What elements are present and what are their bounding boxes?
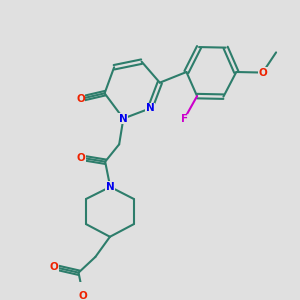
Text: O: O [50,262,58,272]
Text: O: O [77,153,86,163]
Text: O: O [258,68,267,78]
Text: N: N [119,113,128,124]
Text: N: N [146,103,154,113]
Text: O: O [79,291,88,300]
Text: F: F [181,114,188,124]
Text: N: N [106,182,115,192]
Text: O: O [76,94,85,104]
